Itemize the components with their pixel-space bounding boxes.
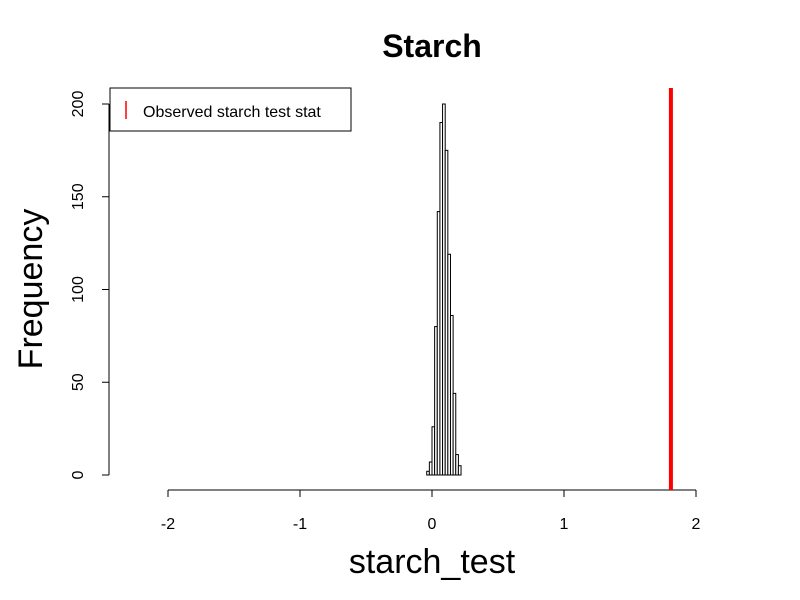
y-tick-label: 100: [70, 276, 87, 303]
x-tick-label: -1: [293, 516, 307, 533]
y-tick-label: 150: [70, 183, 87, 210]
legend-label: Observed starch test stat: [143, 104, 321, 121]
legend-box: [109, 87, 352, 132]
histogram-bar: [452, 392, 457, 476]
x-axis-title: starch_test: [349, 543, 516, 581]
histogram-bar: [457, 465, 462, 476]
y-tick-label: 0: [70, 470, 87, 479]
x-tick-label: -2: [161, 516, 175, 533]
histogram-bars: [426, 103, 462, 476]
x-tick-label: 2: [692, 516, 701, 533]
histogram-bar: [455, 454, 459, 476]
y-axis-title: Frequency: [12, 209, 50, 370]
y-tick-label: 50: [70, 373, 87, 391]
y-tick-label: 200: [70, 91, 87, 118]
x-axis: -2 -1 0 1 2: [161, 489, 701, 533]
chart-title: Starch: [382, 28, 482, 64]
x-tick-label: 1: [560, 516, 569, 533]
y-axis: 0 50 100 150 200: [70, 91, 110, 479]
x-tick-label: 0: [428, 516, 437, 533]
legend: Observed starch test stat: [109, 87, 352, 132]
